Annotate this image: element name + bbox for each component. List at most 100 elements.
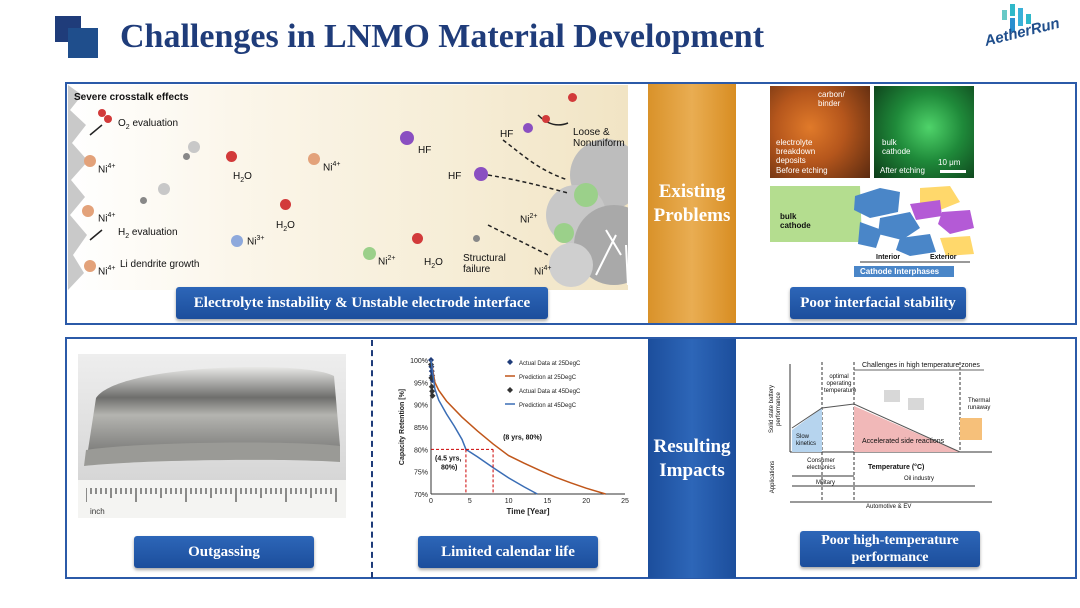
x-tick-label: 0 bbox=[429, 498, 433, 505]
side-reactions-label: Accelerated side reactions bbox=[862, 438, 945, 445]
ni4-label: Ni4+ bbox=[98, 265, 116, 278]
h2-molecule bbox=[473, 235, 480, 242]
y-tick-label: 70% bbox=[414, 492, 428, 499]
before-etching-caption: Before etching bbox=[776, 166, 828, 175]
ni2-label: Ni2+ bbox=[378, 255, 396, 268]
title-logo-square-front bbox=[68, 28, 98, 58]
anode-surface bbox=[68, 85, 88, 290]
y-tick-label: 75% bbox=[414, 470, 428, 477]
annotation-8yrs: (8 yrs, 80%) bbox=[503, 434, 542, 441]
caption-electrolyte-instability: Electrolyte instability & Unstable elect… bbox=[176, 287, 548, 319]
gas-bubble bbox=[188, 141, 200, 153]
x-tick-label: 15 bbox=[544, 498, 552, 505]
performance-axis-label: Solid state battery performance bbox=[769, 384, 782, 434]
o2-evaluation-label: O2 evaluation bbox=[118, 118, 179, 131]
x-axis-label: Time [Year] bbox=[507, 507, 550, 516]
annotation-4-5yrs-line2: 80%) bbox=[441, 464, 457, 471]
ruler bbox=[85, 488, 338, 508]
ni3-ion bbox=[231, 235, 243, 247]
crosstalk-label: Severe crosstalk effects bbox=[74, 92, 189, 103]
challenges-header: Challenges in high temperature zones bbox=[862, 362, 980, 369]
interphase-shapes bbox=[770, 186, 974, 277]
hf-molecule bbox=[523, 123, 533, 133]
temperature-axis-label: Temperature (°C) bbox=[868, 464, 925, 471]
hf-label: HF bbox=[500, 129, 514, 140]
slow-kinetics-label: Slow kinetics bbox=[796, 434, 817, 447]
ni4-label: Ni4+ bbox=[98, 212, 116, 225]
legend-label: Actual Data at 45DegC bbox=[519, 389, 581, 395]
interior-label: Interior bbox=[876, 254, 901, 261]
calendar-life-chart-svg: 70% 75% 80% 85% 90% 95% 100% 0 5 10 15 20 25 Time [Ye… bbox=[399, 357, 629, 516]
applications-axis-label: Applications bbox=[770, 460, 776, 494]
hf-molecule bbox=[400, 131, 414, 145]
x-tick-label: 25 bbox=[621, 498, 629, 505]
y-tick-label: 80% bbox=[414, 447, 428, 454]
x-tick-label: 10 bbox=[505, 498, 513, 505]
li-dendrite-label: Li dendrite growth bbox=[120, 259, 200, 270]
h2o-molecule bbox=[226, 151, 237, 162]
ni4-label: Ni4+ bbox=[323, 161, 341, 174]
annotation-4-5yrs: (4.5 yrs, bbox=[435, 455, 462, 462]
exterior-label: Exterior bbox=[930, 254, 957, 261]
ni4-ion bbox=[308, 153, 320, 165]
y-tick-label: 90% bbox=[414, 403, 428, 410]
pouch-cell-photo: inch bbox=[78, 354, 346, 518]
h2o-label: H2O bbox=[233, 171, 252, 184]
cathode-particles bbox=[546, 139, 628, 287]
bulk-cathode-label: bulk cathode bbox=[882, 138, 911, 156]
h2-molecule bbox=[140, 197, 147, 204]
optimal-temperature-label: optimal operating temperature bbox=[824, 374, 857, 394]
structural-failure-label: Structural failure bbox=[463, 253, 506, 275]
h2-molecule bbox=[183, 153, 190, 160]
existing-problems-label: Existing Problems bbox=[648, 84, 736, 323]
ni4-label: Ni4+ bbox=[534, 265, 552, 278]
calendar-life-chart: 70% 75% 80% 85% 90% 95% 100% 0 5 10 15 20 25 Time [Ye… bbox=[395, 348, 635, 520]
military-label: Military bbox=[816, 480, 835, 486]
x-tick-label: 5 bbox=[468, 498, 472, 505]
y-tick-label: 100% bbox=[410, 358, 428, 365]
legend-swatch bbox=[507, 387, 513, 393]
o2-molecule bbox=[104, 115, 112, 123]
ruler-inch-label: inch bbox=[90, 507, 105, 516]
cathode-interphase-diagram: bulk cathode Interior Exterior Cathode I… bbox=[770, 182, 976, 278]
cathode-interphases-label: Cathode Interphases bbox=[860, 267, 940, 276]
high-temperature-diagram: Challenges in high temperature zones opt… bbox=[769, 352, 1000, 518]
bulk-cathode-text: bulk cathode bbox=[780, 212, 811, 230]
caption-poor-high-temperature: Poor high-temperature performance bbox=[800, 531, 980, 567]
o2-molecule bbox=[568, 93, 577, 102]
after-etching-caption: After etching bbox=[880, 166, 925, 175]
o2-molecule bbox=[98, 109, 106, 117]
panel-divider bbox=[371, 340, 373, 578]
legend-label: Actual Data at 25DegC bbox=[519, 361, 581, 367]
hf-molecule bbox=[474, 167, 488, 181]
electrolyte-deposits-label: electrolyte breakdown deposits bbox=[776, 138, 816, 165]
legend-label: Prediction at 45DegC bbox=[519, 403, 577, 409]
reaction-arrows bbox=[89, 114, 569, 256]
ni3-label: Ni3+ bbox=[247, 235, 265, 248]
data-point bbox=[429, 392, 436, 399]
consumer-electronics-label: Consumer electronics bbox=[806, 458, 836, 471]
carbon-binder-label: carbon/binder bbox=[818, 90, 845, 108]
sem-before-etching: carbon/binder electrolyte breakdown deposi… bbox=[770, 86, 870, 178]
ni2-label: Ni2+ bbox=[520, 213, 538, 226]
oil-industry-label: Oil industry bbox=[904, 476, 935, 482]
h2o-label: H2O bbox=[424, 257, 443, 270]
y-tick-label: 85% bbox=[414, 425, 428, 432]
ni4-ion bbox=[84, 155, 96, 167]
gas-bubble bbox=[158, 183, 170, 195]
ni4-ion bbox=[84, 260, 96, 272]
sem-after-etching: bulk cathode After etching 10 μm bbox=[874, 86, 974, 178]
ni4-ion bbox=[82, 205, 94, 217]
brand-logo-icon: AetherRun bbox=[982, 4, 1061, 50]
scale-bar-label: 10 μm bbox=[938, 158, 961, 167]
legend-swatch bbox=[507, 359, 513, 365]
loose-nonuniform-label: Loose & Nonuniform bbox=[573, 127, 625, 149]
y-tick-label: 95% bbox=[414, 380, 428, 387]
electrolyte-illustration: Severe crosstalk effects O2 evaluation N… bbox=[68, 85, 628, 290]
automotive-ev-label: Automotive & EV bbox=[866, 504, 912, 510]
brand-logo: AetherRun bbox=[980, 2, 1076, 58]
y-axis-label: Capacity Retention [%] bbox=[399, 389, 406, 465]
h2o-molecule bbox=[412, 233, 423, 244]
caption-outgassing: Outgassing bbox=[134, 536, 314, 568]
o2-molecule bbox=[542, 115, 550, 123]
